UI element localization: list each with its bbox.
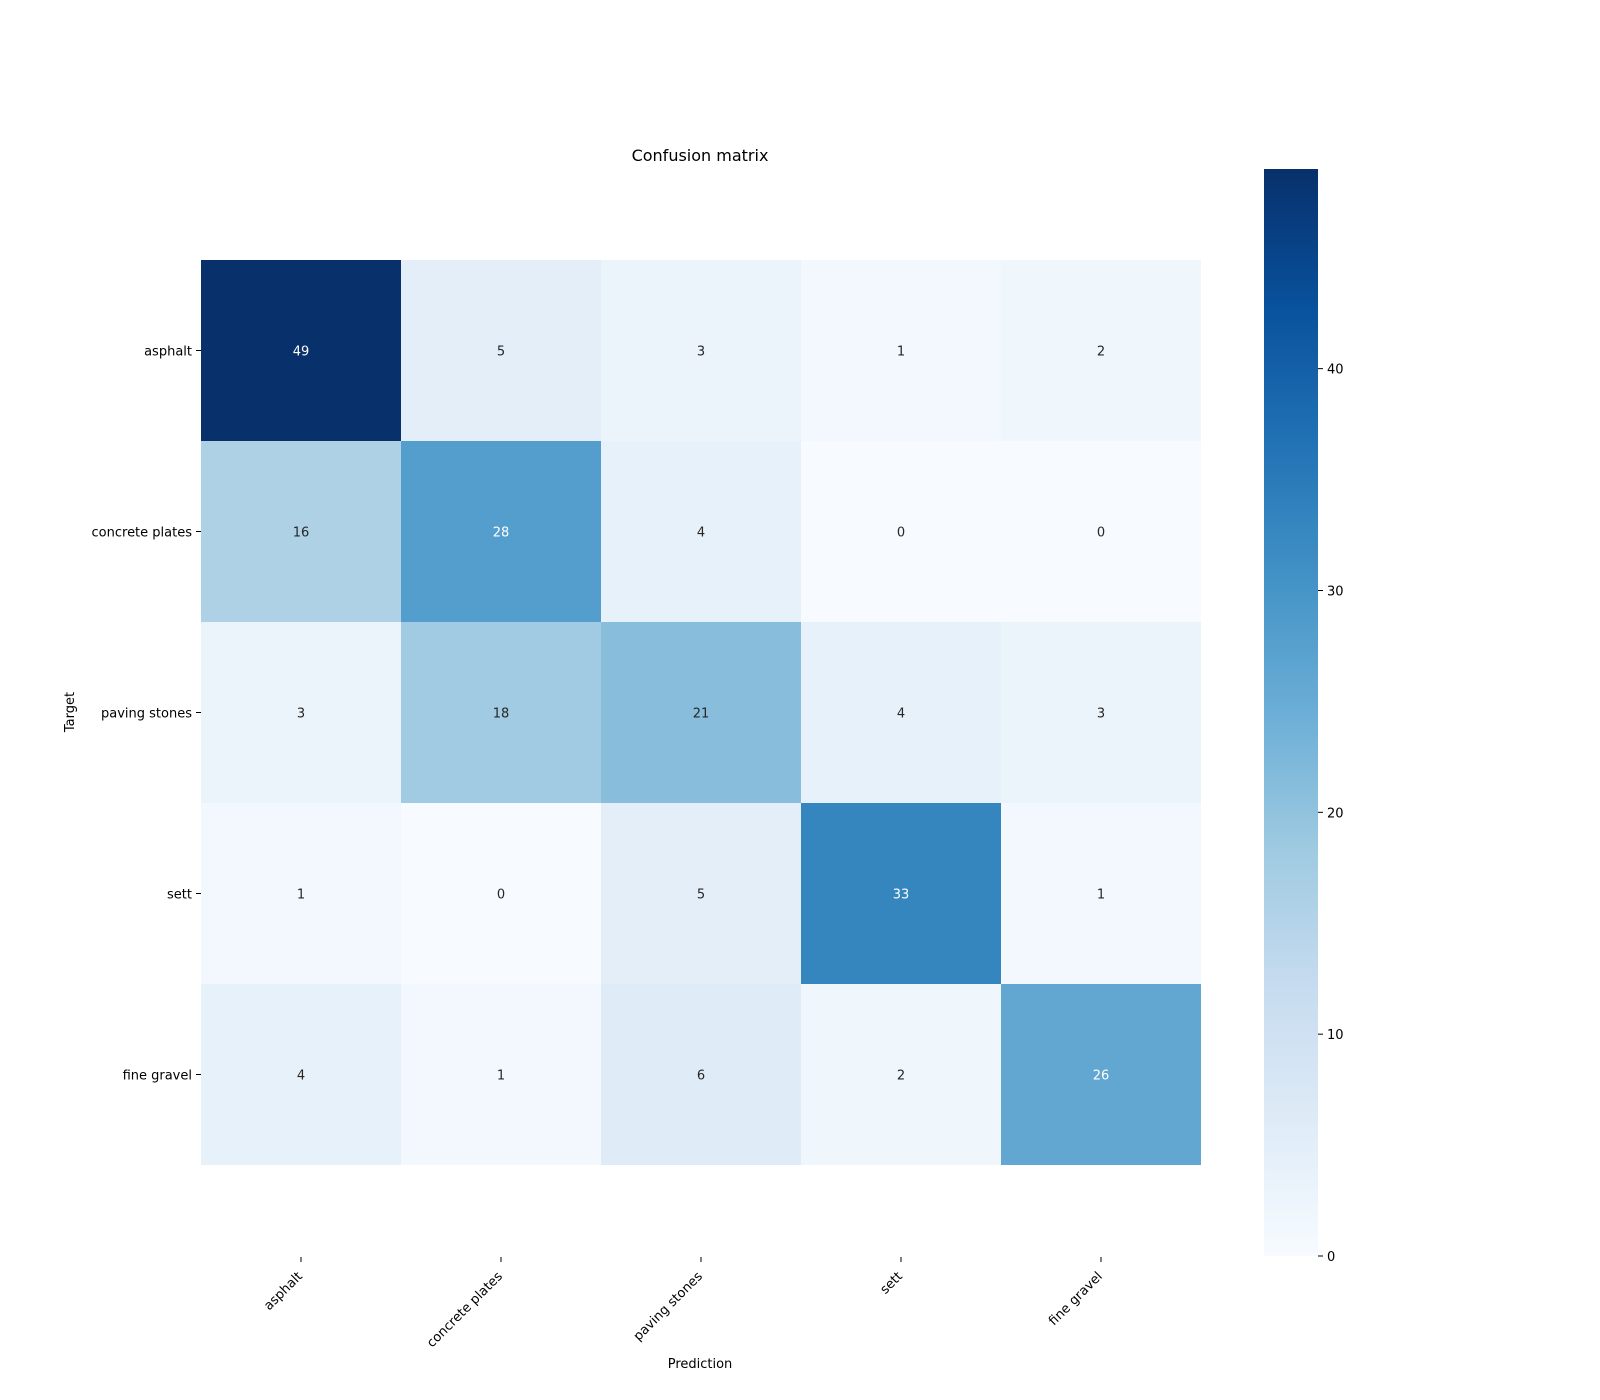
cell-value-label: 1 bbox=[297, 888, 305, 903]
heatmap-cell bbox=[801, 622, 1001, 803]
heatmap-cell bbox=[201, 622, 401, 803]
heatmap-cell bbox=[201, 260, 401, 441]
y-tick-label: concrete plates bbox=[92, 526, 193, 541]
heatmap-cell bbox=[401, 260, 601, 441]
colorbar: 0 10 20 30 40 bbox=[1264, 169, 1344, 1265]
colorbar-tick-label: 0 bbox=[1327, 1250, 1335, 1265]
heatmap-cell bbox=[401, 803, 601, 984]
cell-value-label: 6 bbox=[697, 1069, 705, 1084]
heatmap-cell bbox=[401, 984, 601, 1165]
heatmap-cell bbox=[1001, 260, 1201, 441]
heatmap-cell bbox=[1001, 441, 1201, 622]
cell-annotations: 49 5 3 1 216 28 4 0 03 18 21 4 31 0 5 33 14 1 6 2 26 bbox=[293, 345, 1110, 1084]
cell-value-label: 4 bbox=[297, 1069, 305, 1084]
x-tick-label: fine gravel bbox=[1046, 1269, 1106, 1329]
heatmap-cell bbox=[201, 441, 401, 622]
cell-value-label: 49 bbox=[293, 345, 310, 360]
cell-value-label: 26 bbox=[1093, 1069, 1110, 1084]
cell-value-label: 0 bbox=[1097, 526, 1105, 541]
heatmap-cell bbox=[601, 803, 801, 984]
colorbar-tick-label: 20 bbox=[1327, 806, 1344, 821]
cell-value-label: 5 bbox=[497, 345, 505, 360]
chart-title: Confusion matrix bbox=[632, 146, 769, 165]
cell-value-label: 16 bbox=[293, 526, 310, 541]
cell-value-label: 3 bbox=[297, 707, 305, 722]
y-tick-label: asphalt bbox=[144, 345, 192, 360]
y-tick-label: paving stones bbox=[101, 707, 192, 722]
heatmap-cell bbox=[801, 984, 1001, 1165]
heatmap-cell bbox=[201, 803, 401, 984]
colorbar-tick-label: 40 bbox=[1327, 363, 1344, 378]
heatmap-cell bbox=[601, 622, 801, 803]
heatmap-cell bbox=[601, 984, 801, 1165]
cell-value-label: 0 bbox=[497, 888, 505, 903]
y-axis: asphalt concrete plates paving stones sett f… bbox=[92, 345, 201, 1084]
heatmap-cell bbox=[401, 441, 601, 622]
cell-value-label: 1 bbox=[1097, 888, 1105, 903]
cell-value-label: 2 bbox=[1097, 345, 1105, 360]
colorbar-gradient bbox=[1264, 169, 1318, 1256]
cell-value-label: 0 bbox=[897, 526, 905, 541]
cell-value-label: 5 bbox=[697, 888, 705, 903]
heatmap-cell bbox=[1001, 622, 1201, 803]
heatmap-cell bbox=[601, 441, 801, 622]
colorbar-tick-label: 10 bbox=[1327, 1028, 1344, 1043]
x-tick-label: concrete plates bbox=[424, 1269, 506, 1351]
cell-value-label: 3 bbox=[1097, 707, 1105, 722]
y-axis-label: Target bbox=[63, 692, 78, 733]
cell-value-label: 1 bbox=[497, 1069, 505, 1084]
heatmap-cells bbox=[201, 260, 1201, 1165]
heatmap-cell bbox=[601, 260, 801, 441]
heatmap-cell bbox=[801, 260, 1001, 441]
heatmap-cell bbox=[201, 984, 401, 1165]
cell-value-label: 28 bbox=[493, 526, 510, 541]
cell-value-label: 2 bbox=[897, 1069, 905, 1084]
heatmap-cell bbox=[401, 622, 601, 803]
heatmap-cell bbox=[801, 803, 1001, 984]
cell-value-label: 4 bbox=[697, 526, 705, 541]
cell-value-label: 33 bbox=[893, 888, 910, 903]
cell-value-label: 21 bbox=[693, 707, 710, 722]
heatmap-cell bbox=[1001, 803, 1201, 984]
y-tick-label: fine gravel bbox=[123, 1069, 192, 1084]
cell-value-label: 3 bbox=[697, 345, 705, 360]
cell-value-label: 1 bbox=[897, 345, 905, 360]
x-axis-label: Prediction bbox=[668, 1357, 733, 1372]
heatmap-cell bbox=[1001, 984, 1201, 1165]
heatmap-cell bbox=[801, 441, 1001, 622]
x-tick-label: asphalt bbox=[261, 1269, 305, 1313]
cell-value-label: 4 bbox=[897, 707, 905, 722]
colorbar-tick-label: 30 bbox=[1327, 584, 1344, 599]
x-tick-label: sett bbox=[878, 1269, 906, 1297]
y-tick-label: sett bbox=[167, 888, 192, 903]
cell-value-label: 18 bbox=[493, 707, 510, 722]
x-axis: asphalt concrete plates paving stones sett f… bbox=[261, 1257, 1106, 1351]
x-tick-label: paving stones bbox=[631, 1269, 706, 1344]
